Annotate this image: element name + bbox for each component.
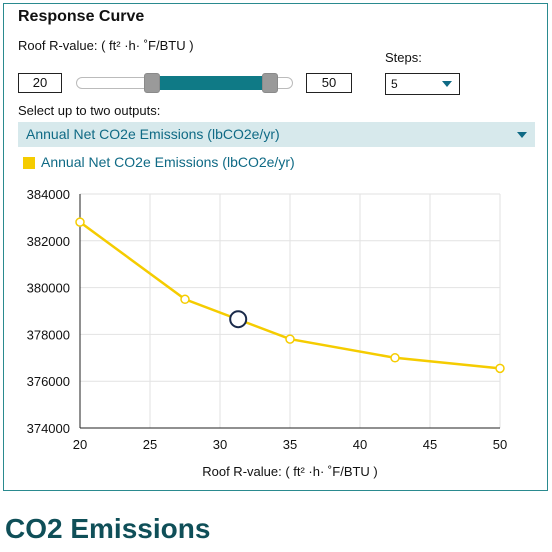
y-tick-label: 376000 <box>27 374 70 389</box>
x-tick-label: 35 <box>283 437 297 452</box>
range-slider-min-handle[interactable] <box>144 73 160 93</box>
page-heading: CO2 Emissions <box>5 513 211 544</box>
current-value-marker[interactable] <box>229 310 248 329</box>
x-axis-label: Roof R-value: ( ft² ·h· ˚F/BTU ) <box>202 464 378 479</box>
legend-label: Annual Net CO2e Emissions (lbCO2e/yr) <box>41 154 295 170</box>
y-tick-label: 382000 <box>27 234 70 249</box>
data-point <box>285 334 295 344</box>
y-tick-label: 374000 <box>27 421 70 436</box>
range-slider-max-handle[interactable] <box>262 73 278 93</box>
legend-swatch <box>23 157 35 169</box>
data-point <box>390 353 400 363</box>
y-tick-label: 378000 <box>27 327 70 342</box>
outputs-label: Select up to two outputs: <box>18 103 161 118</box>
x-tick-label: 20 <box>73 437 87 452</box>
steps-select[interactable]: 5 <box>385 73 460 95</box>
x-tick-label: 45 <box>423 437 437 452</box>
data-point <box>180 294 190 305</box>
output-selected-value: Annual Net CO2e Emissions (lbCO2e/yr) <box>26 126 280 142</box>
x-tick-label: 30 <box>213 437 227 452</box>
x-tick-label: 40 <box>353 437 367 452</box>
chevron-down-icon <box>517 132 527 138</box>
data-point <box>75 217 85 227</box>
output-select[interactable]: Annual Net CO2e Emissions (lbCO2e/yr) <box>18 122 535 147</box>
y-tick-label: 384000 <box>27 187 70 202</box>
chevron-down-icon <box>442 81 452 87</box>
y-tick-label: 380000 <box>27 281 70 296</box>
max-value-input[interactable]: 50 <box>306 73 352 93</box>
data-point <box>495 363 505 374</box>
min-value-input[interactable]: 20 <box>18 73 62 93</box>
range-label: Roof R-value: ( ft² ·h· ˚F/BTU ) <box>18 38 194 53</box>
steps-value: 5 <box>391 77 398 91</box>
panel-title: Response Curve <box>18 8 145 25</box>
x-tick-label: 25 <box>143 437 157 452</box>
range-slider-fill <box>152 76 270 90</box>
steps-label: Steps: <box>385 50 422 65</box>
response-curve-chart: 20 25 30 35 40 45 50 374000 376000 378000 380000 38… <box>27 187 508 479</box>
x-tick-label: 50 <box>493 437 507 452</box>
